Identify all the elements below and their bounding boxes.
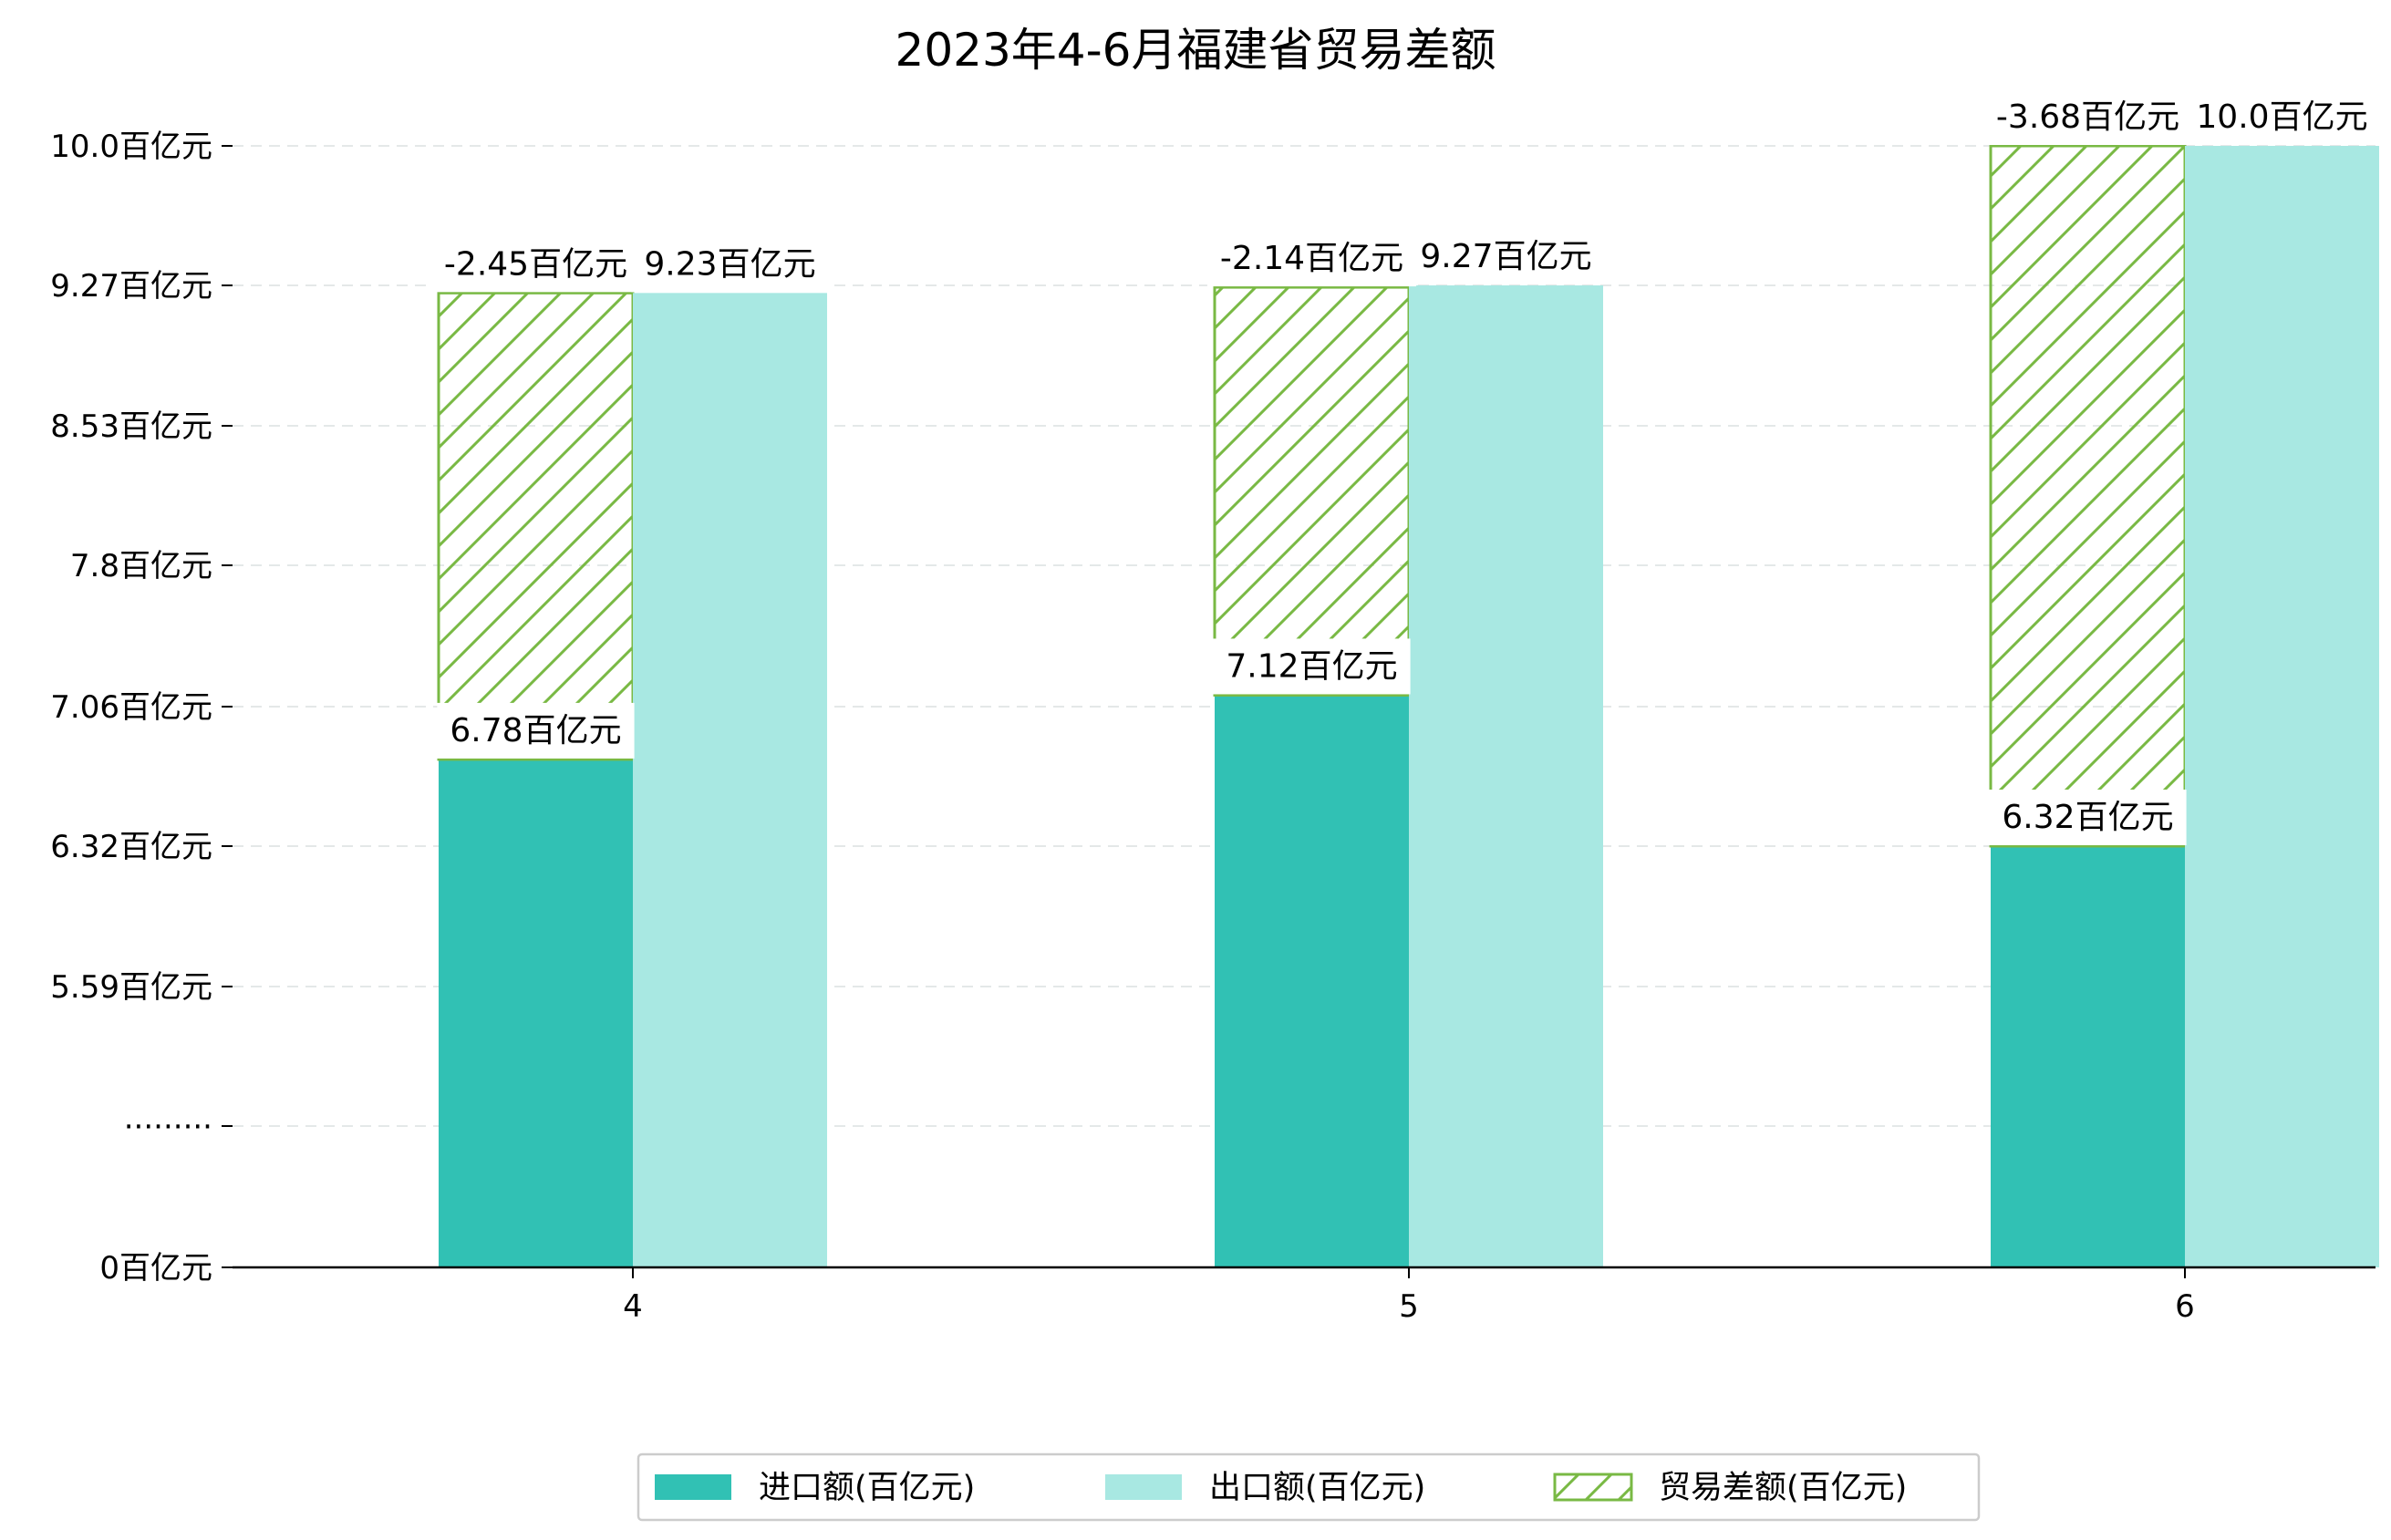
bar-import — [1215, 695, 1409, 1267]
bar-trade-balance — [437, 291, 635, 761]
legend-trade-balance-label: 贸易差额(百亿元) — [1659, 1470, 1907, 1506]
label-trade-balance-box — [1982, 89, 2193, 145]
label-export-text: 9.27百亿元 — [1420, 238, 1591, 275]
bar-export — [2185, 146, 2379, 1267]
label-export-box — [631, 236, 829, 293]
bar-trade-balance — [1989, 144, 2187, 848]
legend: 进口额(百亿元) 出口额(百亿元) 贸易差额(百亿元) — [637, 1452, 1981, 1522]
label-import-text: 7.12百亿元 — [1226, 647, 1397, 685]
legend-export-label: 出口额(百亿元) — [1209, 1470, 1425, 1506]
label-trade-balance-text: -3.68百亿元 — [1996, 98, 2179, 136]
legend-export: 出口额(百亿元) — [1105, 1470, 1425, 1506]
label-import: 6.78百亿元 — [437, 702, 635, 759]
legend-frame — [637, 1452, 1981, 1522]
bars — [437, 144, 2379, 1267]
y-tick-label: ········· — [124, 1109, 212, 1145]
legend-import-label: 进口额(百亿元) — [759, 1470, 975, 1506]
y-tick-label: 10.0百亿元 — [50, 129, 212, 165]
label-import: 6.32百亿元 — [1989, 790, 2187, 845]
label-import-box — [1989, 790, 2187, 845]
y-tick-label: 7.8百亿元 — [70, 548, 212, 584]
label-trade-balance-box — [430, 236, 641, 293]
label-export: 9.23百亿元 — [631, 236, 829, 293]
legend-export-swatch — [1105, 1474, 1182, 1500]
axes: 0百亿元 ········· 5.59百亿元 6.32百亿元 7.06百亿元 7.8百亿元… — [50, 129, 2375, 1325]
label-export: 9.27百亿元 — [1407, 229, 1605, 284]
bar-export — [633, 293, 827, 1267]
y-tick-label: 5.59百亿元 — [50, 969, 212, 1006]
label-export-text: 10.0百亿元 — [2196, 98, 2367, 136]
label-import-box — [1213, 638, 1411, 695]
label-export-box — [1407, 229, 1605, 284]
legend-import: 进口额(百亿元) — [655, 1470, 975, 1506]
legend-trade-balance-swatch — [1553, 1473, 1633, 1502]
label-import-text: 6.32百亿元 — [2002, 799, 2173, 836]
label-trade-balance: -3.68百亿元 — [1982, 89, 2193, 145]
bar-import — [1991, 846, 2185, 1267]
bar-export — [1409, 285, 1603, 1267]
label-trade-balance-box — [1206, 231, 1417, 287]
bar-import — [439, 759, 633, 1267]
y-tick-label: 6.32百亿元 — [50, 829, 212, 865]
legend-trade-balance: 贸易差额(百亿元) — [1553, 1470, 1907, 1506]
label-export-text: 9.23百亿元 — [644, 245, 815, 283]
y-tick-label: 8.53百亿元 — [50, 408, 212, 445]
y-tick-label: 7.06百亿元 — [50, 689, 212, 726]
x-tick-label: 4 — [623, 1288, 643, 1325]
label-export: 10.0百亿元 — [2183, 89, 2381, 145]
chart-title: 2023年4-6月福建省贸易差额 — [895, 24, 1496, 77]
label-trade-balance: -2.14百亿元 — [1206, 231, 1417, 287]
label-export-box — [2183, 89, 2381, 145]
label-trade-balance: -2.45百亿元 — [430, 236, 641, 293]
bar-labels: 9.23百亿元 -2.45百亿元 6.78百亿元 9.27百亿元 -2.14百亿元 7.1… — [430, 89, 2381, 845]
label-import-box — [437, 702, 635, 759]
label-trade-balance-text: -2.14百亿元 — [1220, 240, 1403, 277]
y-tick-label: 0百亿元 — [99, 1250, 212, 1287]
label-import-text: 6.78百亿元 — [450, 712, 621, 749]
bar-trade-balance — [1213, 285, 1411, 697]
x-tick-label: 5 — [1399, 1288, 1419, 1325]
y-tick-label: 9.27百亿元 — [50, 268, 212, 305]
x-tick-label: 6 — [2175, 1288, 2195, 1325]
legend-import-swatch — [655, 1474, 731, 1500]
label-import: 7.12百亿元 — [1213, 638, 1411, 695]
label-trade-balance-text: -2.45百亿元 — [444, 245, 627, 283]
